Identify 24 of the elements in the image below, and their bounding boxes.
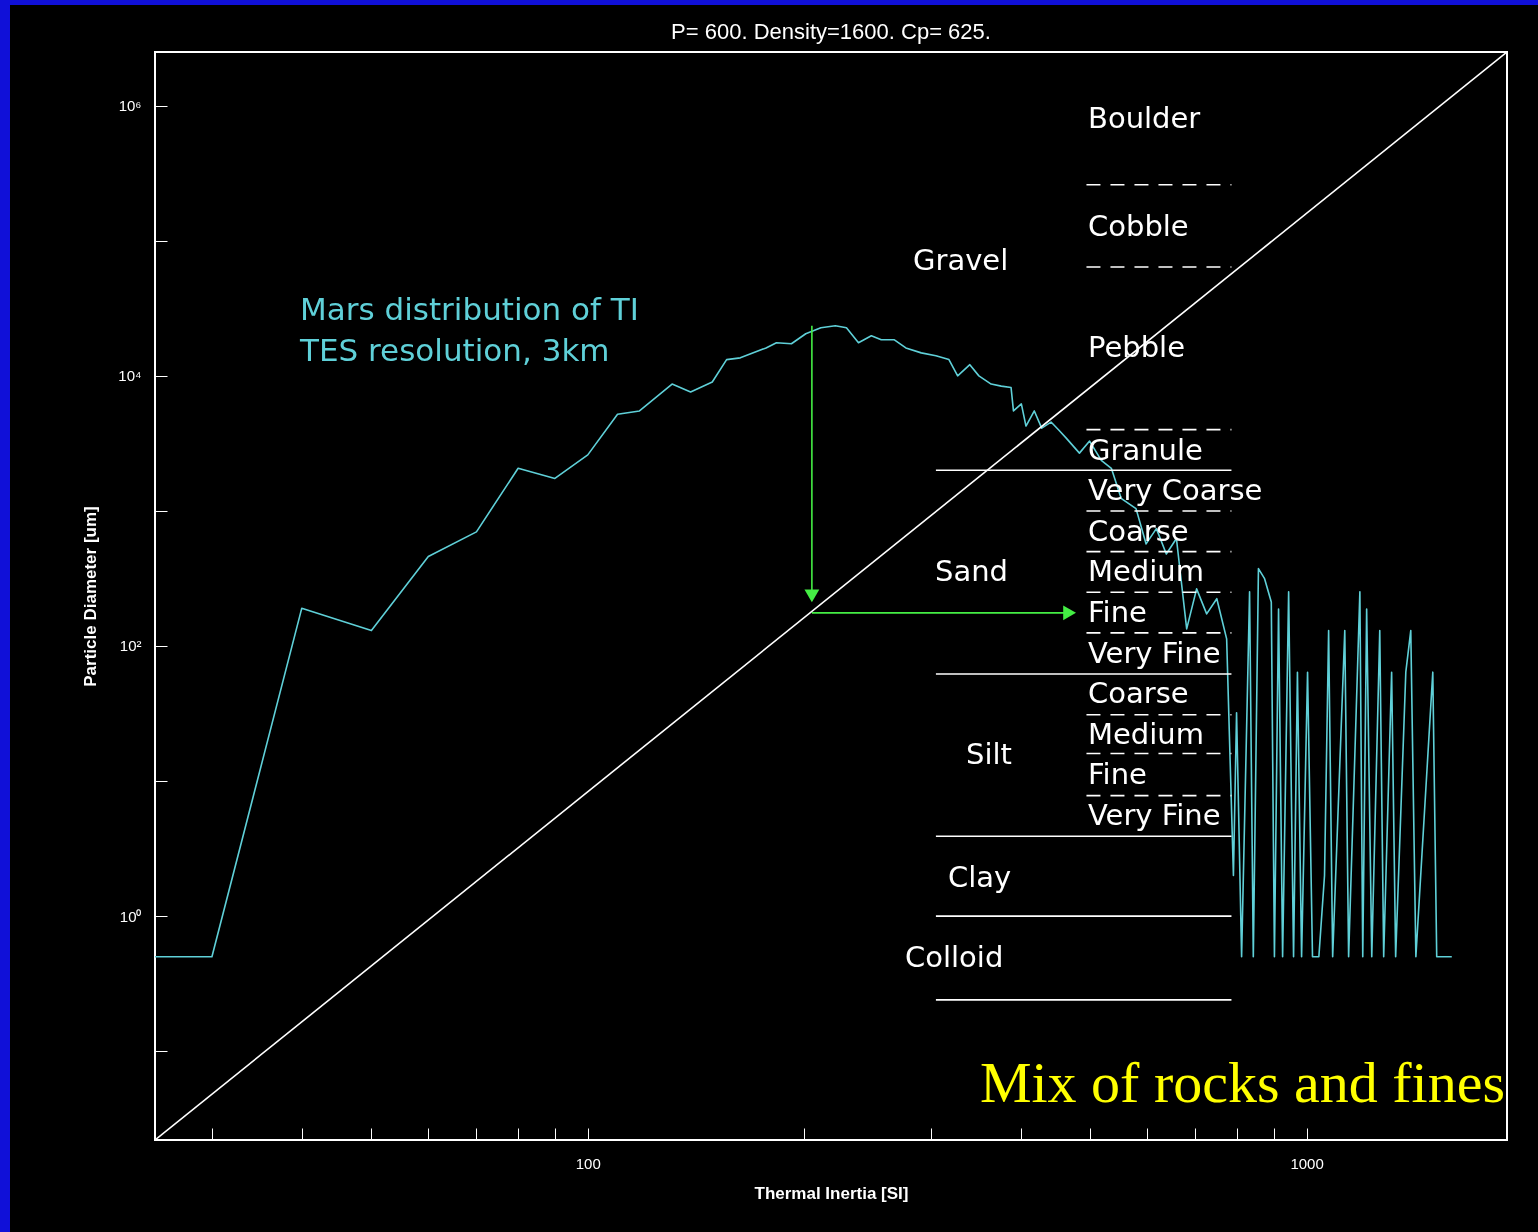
- annotation: Fine: [1088, 757, 1147, 791]
- chart-title: P= 600. Density=1600. Cp= 625.: [671, 19, 991, 44]
- series-label: Mars distribution of TI TES resolution, 3km: [299, 291, 639, 368]
- annotation: Very Fine: [1088, 636, 1221, 670]
- y-tick-label: 10⁰: [119, 907, 142, 925]
- annotation: Boulder: [1088, 101, 1201, 135]
- annotation: Silt: [966, 737, 1012, 771]
- annotation: Very Fine: [1088, 798, 1221, 832]
- y-axis-title: Particle Diameter [um]: [81, 506, 101, 687]
- annotation: Fine: [1088, 595, 1147, 629]
- annotation: Medium: [1088, 717, 1204, 751]
- annotation: Sand: [935, 554, 1008, 588]
- annotation: Cobble: [1088, 209, 1189, 243]
- x-axis-title: Thermal Inertia [SI]: [754, 1183, 909, 1203]
- annotation: Clay: [948, 860, 1012, 894]
- annotation: Coarse: [1088, 676, 1189, 710]
- annotation: Colloid: [905, 940, 1004, 974]
- y-tick-label: 10²: [119, 637, 142, 655]
- annotation: Gravel: [913, 243, 1009, 277]
- x-tick-label: 100: [575, 1154, 601, 1172]
- annotation: Mix of rocks and fines: [979, 1050, 1505, 1115]
- y-tick-label: 10⁴: [118, 367, 142, 385]
- y-tick-label: 10⁶: [118, 97, 142, 115]
- x-tick-label: 1000: [1290, 1154, 1324, 1172]
